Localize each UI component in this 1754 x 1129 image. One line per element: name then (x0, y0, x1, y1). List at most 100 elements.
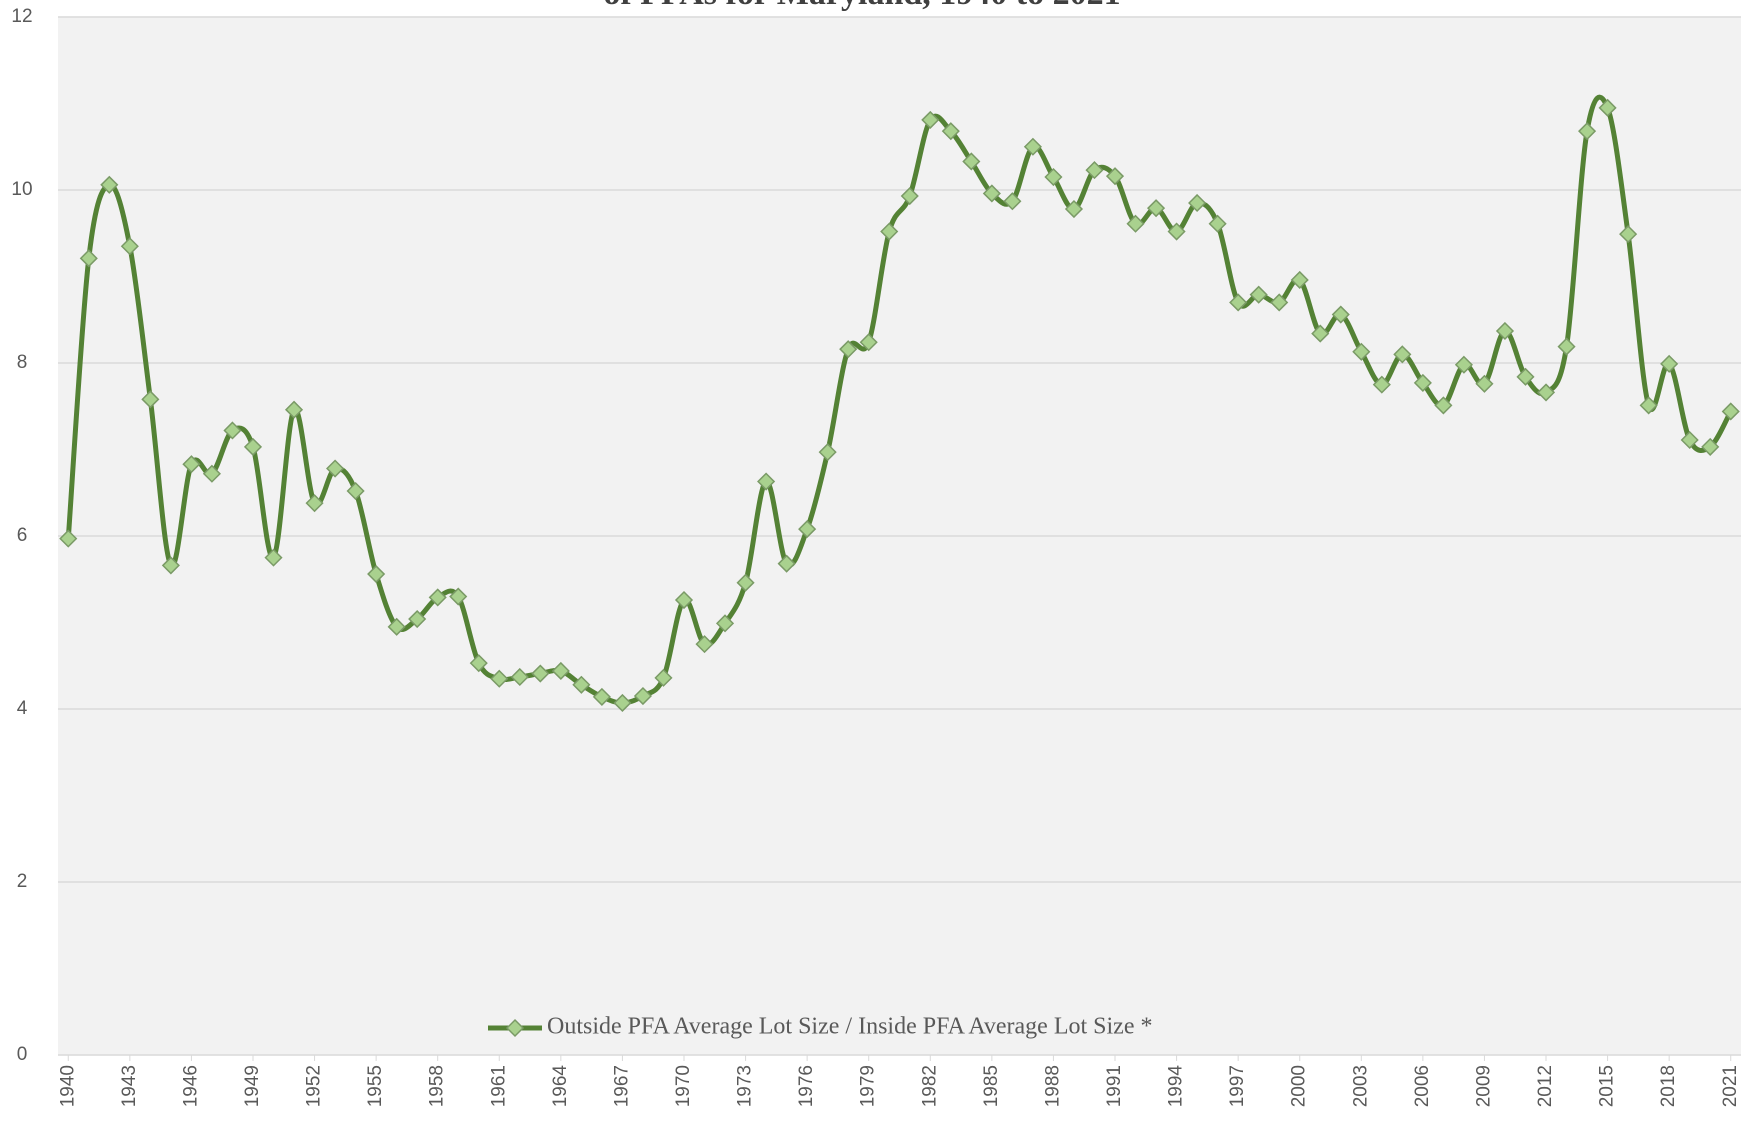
data-point (572, 675, 591, 694)
data-point (408, 609, 427, 629)
data-point (982, 184, 1001, 203)
chart-title: of PFAs for Maryland, 1940 to 2021 (603, 0, 1120, 12)
data-point (346, 481, 365, 501)
data-point (818, 443, 837, 462)
x-tick-label: 2018 (1658, 1065, 1679, 1107)
data-point (510, 667, 529, 687)
data-point (1229, 293, 1248, 312)
data-point (674, 590, 694, 610)
data-point (1536, 383, 1556, 402)
data-point (79, 249, 98, 268)
data-point (1721, 402, 1740, 421)
data-point (202, 464, 221, 483)
data-point (1126, 214, 1145, 233)
data-point (326, 459, 345, 478)
x-tick-label: 1955 (365, 1065, 386, 1107)
x-tick-label: 1970 (673, 1065, 694, 1107)
y-tick-label: 8 (17, 352, 28, 373)
data-point (1270, 293, 1289, 312)
x-tick-label: 1946 (180, 1065, 201, 1107)
data-point (654, 668, 673, 687)
x-tick-label: 2003 (1350, 1065, 1371, 1107)
y-tick-label: 0 (17, 1044, 28, 1065)
y-tick-label: 4 (17, 698, 28, 719)
data-point (1619, 225, 1638, 244)
data-point (1639, 396, 1658, 415)
data-point (613, 693, 632, 713)
data-point (264, 548, 283, 567)
data-point (1495, 321, 1515, 341)
x-tick-label: 1982 (919, 1065, 940, 1107)
x-tick-label: 1991 (1104, 1065, 1125, 1107)
data-point (1660, 354, 1679, 373)
data-point (715, 614, 735, 633)
x-tick-label: 1943 (119, 1065, 140, 1107)
data-point (777, 554, 796, 573)
data-point (633, 686, 653, 706)
data-point (1413, 373, 1432, 392)
data-point (182, 455, 201, 474)
data-point (1290, 270, 1309, 290)
x-tick-label: 2012 (1535, 1065, 1556, 1107)
data-line (65, 94, 1733, 706)
data-point (1454, 355, 1473, 374)
data-point (900, 186, 919, 206)
x-tick-label: 2006 (1412, 1065, 1433, 1107)
data-point (757, 472, 776, 491)
data-point (100, 175, 119, 194)
data-point (367, 564, 386, 584)
x-tick-label: 1949 (242, 1065, 263, 1107)
data-point (161, 556, 180, 575)
data-point (1167, 222, 1186, 241)
data-point (1311, 324, 1330, 343)
data-point (59, 529, 78, 548)
data-point (1516, 367, 1535, 386)
legend-marker (505, 1018, 525, 1038)
data-point (469, 654, 488, 673)
data-point (962, 152, 981, 171)
x-tick-label: 2015 (1597, 1065, 1618, 1107)
data-point (1352, 342, 1371, 361)
data-point (1680, 430, 1699, 450)
x-tick-label: 1985 (981, 1065, 1002, 1107)
data-point (839, 340, 858, 359)
x-tick-label: 1940 (57, 1065, 78, 1107)
x-tick-label: 1994 (1166, 1065, 1187, 1108)
x-tick-label: 1958 (427, 1065, 448, 1107)
data-point (921, 110, 940, 129)
data-point (531, 664, 550, 683)
data-point (1146, 199, 1166, 218)
data-point (1249, 285, 1268, 304)
data-point (223, 421, 242, 440)
data-point (1557, 337, 1576, 356)
x-tick-label: 1967 (611, 1065, 632, 1107)
data-point (880, 222, 899, 241)
x-tick-label: 2000 (1289, 1065, 1310, 1107)
x-tick-label: 1976 (796, 1065, 817, 1107)
data-point (798, 520, 817, 539)
data-point (1208, 214, 1227, 233)
data-point (305, 494, 324, 513)
x-tick-label: 1961 (488, 1065, 509, 1107)
data-point (1003, 192, 1022, 211)
x-tick-label: 2009 (1473, 1065, 1494, 1107)
data-point (1064, 199, 1084, 219)
data-point (1105, 167, 1125, 186)
data-point (1598, 98, 1617, 117)
data-point (1372, 375, 1391, 394)
data-point (592, 687, 611, 706)
data-point (1085, 161, 1104, 180)
data-point (695, 635, 714, 654)
data-point (551, 661, 570, 681)
x-tick-label: 1979 (858, 1065, 879, 1107)
data-point (1701, 437, 1720, 456)
data-point (1578, 122, 1597, 141)
data-point (941, 122, 960, 141)
data-point (387, 617, 406, 636)
y-tick-label: 10 (11, 179, 32, 200)
x-tick-label: 1952 (304, 1065, 325, 1107)
data-point (284, 400, 304, 419)
data-point (1188, 193, 1207, 213)
data-point (1044, 167, 1063, 187)
